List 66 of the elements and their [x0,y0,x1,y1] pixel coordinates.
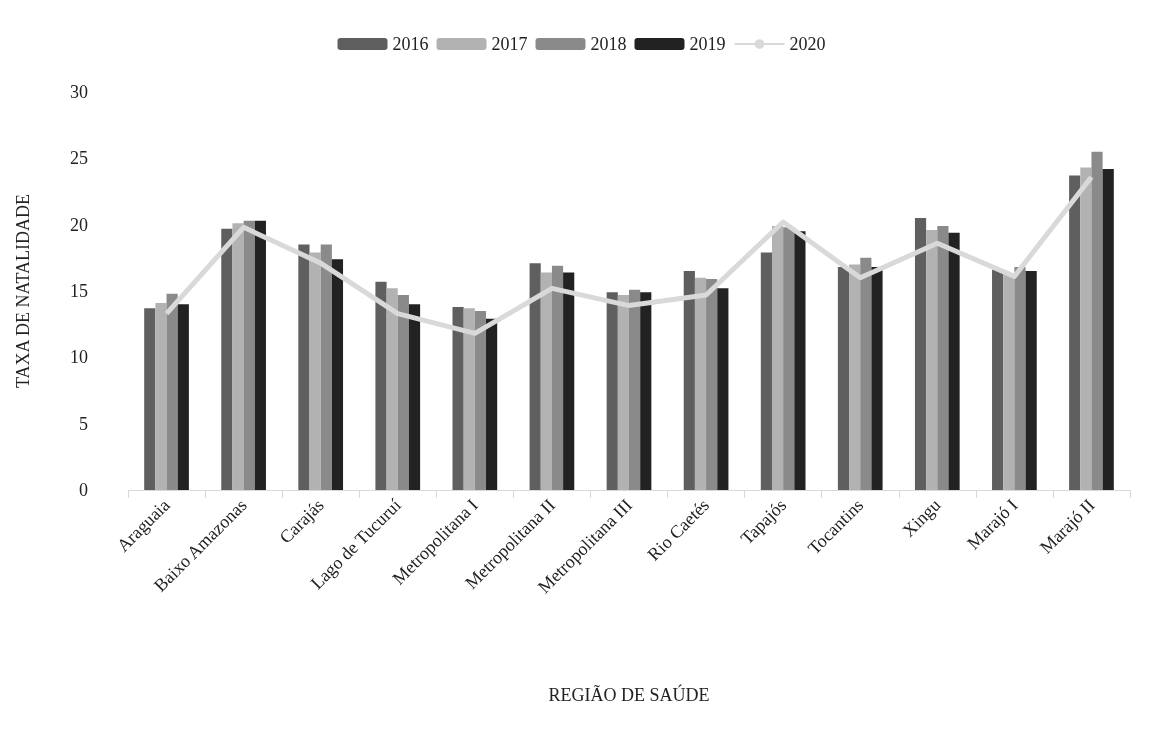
bar [606,292,618,490]
bar [617,294,629,490]
bar [540,272,552,490]
y-tick-label: 0 [79,480,88,500]
bar [463,308,475,490]
bar [144,308,156,490]
bar [783,227,795,490]
bar [155,302,167,490]
bar [1091,151,1103,490]
legend-label: 2017 [491,34,528,54]
bar [166,293,178,490]
bar [529,263,541,490]
y-tick-label: 10 [70,347,88,368]
bar [871,267,883,490]
bar [640,292,652,490]
bar [1025,271,1037,490]
bar [1069,175,1081,490]
bar [298,244,310,490]
x-axis-title: REGIÃO DE SAÚDE [548,684,710,705]
bar [860,257,872,490]
bar [837,267,850,490]
bar [1003,273,1015,490]
bar [474,310,487,490]
bar [1102,168,1114,490]
bar [386,288,398,490]
bar [771,225,784,490]
legend-label: 2019 [689,34,726,54]
bar [706,279,718,490]
bar [408,304,421,490]
bar [243,220,255,490]
bar [375,281,387,490]
bar [849,264,861,490]
bar [551,265,564,490]
bar [331,259,344,490]
bar [397,294,409,490]
bar [914,218,927,490]
bar [760,252,772,490]
legend-label: 2020 [789,34,826,54]
bar [694,277,707,490]
bar [683,271,695,490]
y-axis-title: TAXA DE NATALIDADE [13,193,33,389]
bar [320,244,332,490]
y-tick-label: 30 [70,82,88,102]
y-tick-label: 20 [70,214,88,235]
bar [948,232,960,490]
legend-label: 2018 [590,34,627,54]
bar [177,304,189,490]
bar [992,269,1004,490]
bar [794,231,806,490]
y-tick-label: 15 [70,281,88,301]
bar [629,289,641,490]
bar [452,306,464,490]
y-tick-label: 25 [70,148,88,169]
bar [232,223,244,490]
bar [254,220,266,490]
bar [937,225,949,490]
bar [926,229,938,490]
bar [717,288,729,490]
bar [486,318,498,490]
bar [309,252,321,490]
bar [221,228,233,490]
bar [1080,167,1092,490]
bar [1014,267,1026,490]
legend-label: 2016 [392,34,429,54]
bar [563,272,575,490]
y-tick-label: 5 [79,413,88,434]
